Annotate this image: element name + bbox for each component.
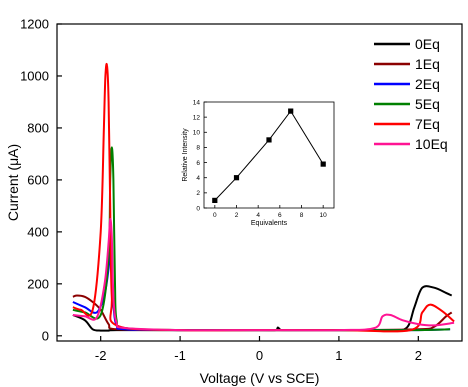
inset-series-group	[212, 108, 326, 203]
y-tick-label: 1200	[20, 17, 49, 32]
y-tick-label: 200	[27, 276, 49, 291]
x-axis-title: Voltage (V vs SCE)	[200, 370, 320, 386]
inset-square-marker	[320, 161, 326, 167]
inset-x-tick-label: 2	[235, 212, 239, 219]
y-tick-label: 0	[42, 328, 49, 343]
x-tick-label: -1	[174, 348, 186, 363]
legend: 0Eq 1Eq 2Eq 5Eq 7Eq 10Eq	[374, 36, 448, 152]
inset-plot: 0 2 4 6 8 10 0 2 4 6 8 10 12 14 Equivalents Relative …	[176, 98, 340, 234]
inset-x-tick-label: 8	[300, 212, 304, 219]
main-series-group	[72, 62, 455, 333]
inset-square-marker	[233, 175, 240, 181]
x-tick-label: 2	[415, 348, 422, 363]
inset-y-tick-label: 10	[193, 130, 201, 137]
legend-label-10eq: 10Eq	[415, 136, 448, 152]
inset-x-tick-label: 0	[213, 212, 217, 219]
y-tick-label: 600	[27, 172, 49, 187]
x-tick-label: 1	[335, 348, 342, 363]
series-line-2eq	[72, 251, 451, 332]
inset-y-tick-label: 2	[196, 190, 200, 197]
inset-y-tick-label: 6	[196, 160, 200, 167]
series-line-0eq	[72, 285, 453, 332]
inset-x-tick-label: 6	[278, 212, 282, 219]
y-tick-label: 1000	[20, 68, 49, 83]
inset-x-tick-label: 4	[256, 212, 260, 219]
inset-square-marker	[266, 137, 272, 143]
legend-label-5eq: 5Eq	[415, 96, 440, 112]
inset-axes: 0 2 4 6 8 10 0 2 4 6 8 10 12 14	[193, 99, 327, 219]
inset-x-tick-label: 10	[320, 212, 328, 219]
inset-square-marker	[212, 197, 218, 203]
inset-x-axis-title: Equivalents	[251, 220, 288, 227]
inset-y-tick-label: 4	[196, 175, 200, 182]
legend-label-2eq: 2Eq	[415, 76, 440, 92]
inset-y-tick-label: 14	[193, 99, 201, 106]
inset-plot-background	[176, 98, 340, 234]
series-line-10eq	[72, 217, 455, 332]
y-tick-label: 800	[27, 120, 49, 135]
x-tick-label: -2	[95, 348, 107, 363]
series-line-7eq	[72, 62, 455, 333]
y-axis-title: Current (μA)	[5, 144, 21, 221]
legend-label-0eq: 0Eq	[415, 36, 440, 52]
legend-label-1eq: 1Eq	[415, 56, 440, 72]
legend-label-7eq: 7Eq	[415, 116, 440, 132]
inset-y-tick-label: 8	[196, 145, 200, 152]
x-tick-label: 0	[256, 348, 263, 363]
y-tick-label: 400	[27, 224, 49, 239]
inset-square-marker	[288, 108, 294, 114]
inset-plot-frame	[203, 101, 335, 209]
inset-y-tick-label: 12	[193, 114, 201, 121]
inset-y-axis-title: Relative Intensity	[182, 128, 189, 182]
series-line-1eq	[72, 294, 453, 332]
inset-y-tick-label: 0	[196, 205, 200, 212]
